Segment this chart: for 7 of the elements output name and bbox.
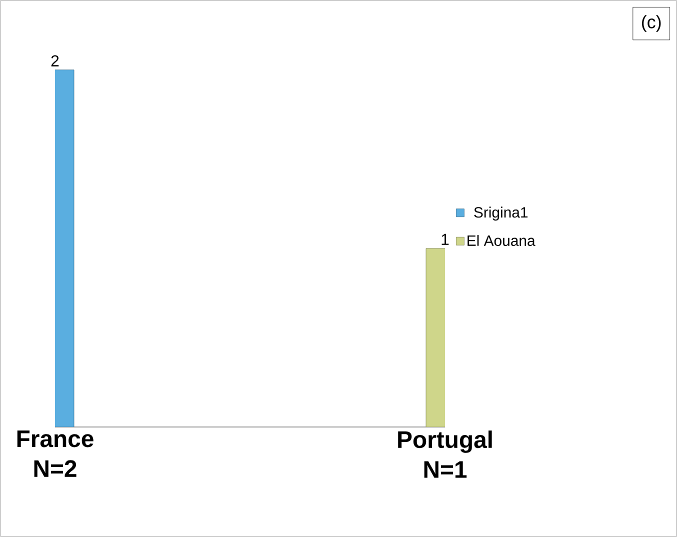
legend-label: El Aouana: [468, 234, 536, 246]
x-tick-label: Portugal N=1: [398, 430, 492, 478]
legend-label: Srigina1: [474, 206, 528, 221]
text: (c): [642, 15, 661, 32]
data-label: 2: [51, 55, 59, 66]
x-tick-label: France N=2: [17, 430, 94, 477]
data-label: 1: [442, 234, 449, 245]
